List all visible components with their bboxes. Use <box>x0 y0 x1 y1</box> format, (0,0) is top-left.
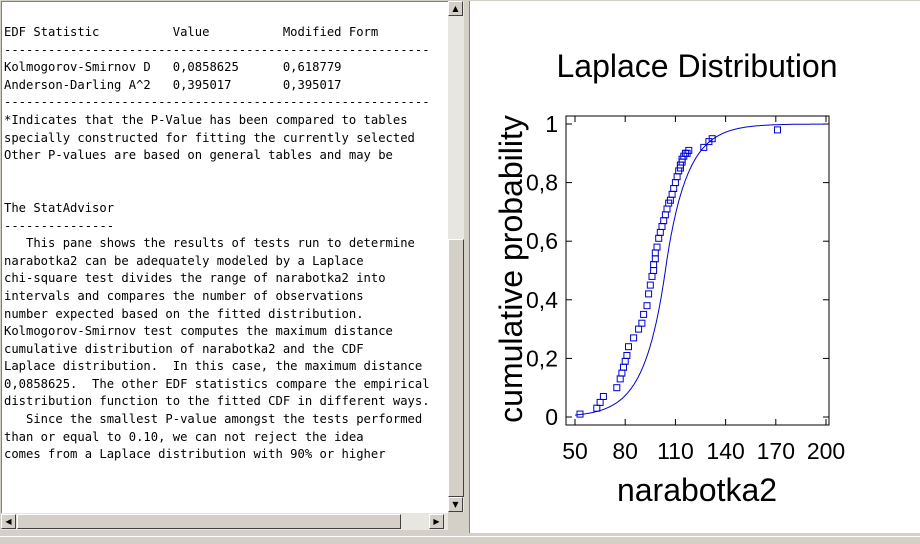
text-line: number expected based on the fitted dist… <box>4 306 364 321</box>
y-tick-label: 0 <box>545 404 558 430</box>
data-point <box>643 302 651 310</box>
data-points <box>576 126 781 418</box>
data-point <box>774 126 781 134</box>
status-bar <box>0 536 920 544</box>
horizontal-scrollbar[interactable]: ◀ ▶ <box>1 513 448 530</box>
arrow-down-icon: ▼ <box>452 499 459 509</box>
text-line: chi-square test divides the range of nar… <box>4 271 386 286</box>
data-point <box>576 410 584 418</box>
data-point <box>700 143 708 151</box>
text-line: ----------------------------------------… <box>4 95 430 110</box>
arrow-up-icon: ▲ <box>452 3 459 13</box>
text-line: cumulative distribution of narabotka2 an… <box>4 341 364 356</box>
text-line: EDF Statistic Value Modified Form <box>4 25 379 39</box>
data-point <box>656 228 664 236</box>
text-line: --------------- <box>4 218 115 233</box>
text-line: This pane shows the results of tests run… <box>4 236 415 251</box>
text-line: specially constructed for fitting the cu… <box>4 130 415 145</box>
data-point <box>613 384 621 392</box>
data-point <box>658 223 666 230</box>
y-tick-label: 1 <box>545 111 558 137</box>
y-tick-label: 0,6 <box>526 228 558 254</box>
data-point <box>593 404 601 412</box>
data-point <box>646 281 654 289</box>
scroll-up-button[interactable]: ▲ <box>448 1 463 16</box>
data-point <box>655 234 663 242</box>
text-line: than or equal to 0.10, we can not reject… <box>4 429 364 444</box>
pane-splitter[interactable] <box>464 0 469 537</box>
data-point <box>638 319 646 327</box>
data-point <box>630 334 638 342</box>
chart-pane: Laplace Distribution cumulative probabil… <box>469 1 920 533</box>
laplace-chart: Laplace Distribution cumulative probabil… <box>493 48 845 508</box>
data-point <box>618 369 626 377</box>
fitted-cdf-line <box>574 123 826 416</box>
scroll-down-button[interactable]: ▼ <box>448 497 463 512</box>
data-point <box>635 325 643 333</box>
x-tick-label: 140 <box>706 438 744 464</box>
text-line: comes from a Laplace distribution with 9… <box>4 447 386 462</box>
y-tick-label: 0,2 <box>526 345 558 371</box>
text-line: narabotka2 can be adequately modeled by … <box>4 253 364 268</box>
text-line: ----------------------------------------… <box>4 42 430 57</box>
text-line: intervals and compares the number of obs… <box>4 288 364 303</box>
y-tick-label: 0,4 <box>526 287 558 313</box>
analysis-text: EDF Statistic Value Modified Form ------… <box>2 2 448 464</box>
text-line: Laplace distribution. In this case, the … <box>4 359 423 374</box>
text-line: The StatAdvisor <box>4 200 115 215</box>
data-point <box>661 211 669 219</box>
data-point <box>663 205 671 213</box>
text-line: Since the smallest P-value amongst the t… <box>4 412 423 427</box>
data-point <box>673 173 681 181</box>
data-point <box>668 190 676 198</box>
data-point <box>685 146 693 154</box>
text-line: Kolmogorov-Smirnov test computes the max… <box>4 324 393 339</box>
output-pane: EDF Statistic Value Modified Form ------… <box>0 0 464 537</box>
text-line: Anderson-Darling A^2 0,395017 0,395017 <box>4 77 342 92</box>
data-point <box>708 135 716 143</box>
scroll-right-button[interactable]: ▶ <box>429 514 444 529</box>
data-point <box>650 267 658 274</box>
data-point <box>671 179 679 187</box>
x-tick-label: 50 <box>562 438 588 464</box>
x-tick-label: 110 <box>657 438 694 464</box>
data-point <box>653 243 661 251</box>
data-point <box>648 272 656 280</box>
x-axis-label: narabotka2 <box>617 472 777 508</box>
x-tick-label: 80 <box>612 438 638 464</box>
text-line: Kolmogorov-Smirnov D 0,0858625 0,618779 <box>4 60 342 75</box>
arrow-left-icon: ◀ <box>5 516 12 526</box>
text-line: *Indicates that the P-Value has been com… <box>4 112 408 127</box>
data-point <box>670 185 678 192</box>
data-point <box>660 217 668 225</box>
axis-ticks: 50 80 110 140 170 200 0 0,2 0,4 0,6 0,8 1 <box>526 111 845 464</box>
data-point <box>645 290 653 298</box>
text-line: 0,0858625. The other EDF statistics comp… <box>4 376 430 391</box>
data-point <box>596 398 604 406</box>
y-axis-label: cumulative probability <box>493 115 529 423</box>
data-point <box>651 255 659 263</box>
scroll-left-button[interactable]: ◀ <box>1 514 16 529</box>
analysis-text-area[interactable]: EDF Statistic Value Modified Form ------… <box>1 1 448 513</box>
arrow-right-icon: ▶ <box>433 516 440 526</box>
vertical-scrollbar[interactable]: ▲ ▼ <box>448 1 464 512</box>
horizontal-scroll-thumb[interactable] <box>17 514 401 529</box>
x-tick-label: 200 <box>807 438 845 464</box>
text-line: Other P-values are based on general tabl… <box>4 148 393 163</box>
data-point <box>650 261 658 269</box>
text-line: distribution function to the fitted CDF … <box>4 394 430 409</box>
plot-frame <box>565 115 830 426</box>
data-point <box>651 249 659 257</box>
data-point <box>625 343 632 351</box>
data-point <box>623 352 631 359</box>
data-point <box>616 375 624 383</box>
data-point <box>621 357 629 365</box>
data-point <box>640 310 648 318</box>
chart-title: Laplace Distribution <box>556 48 837 84</box>
data-point <box>620 363 627 371</box>
x-tick-label: 170 <box>757 438 795 464</box>
vertical-scroll-thumb[interactable] <box>448 239 464 497</box>
data-point <box>599 393 607 400</box>
y-tick-label: 0,8 <box>526 170 558 196</box>
